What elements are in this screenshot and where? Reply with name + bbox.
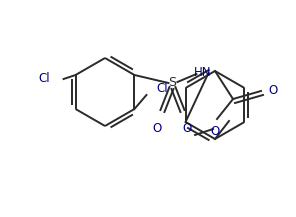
Text: O: O: [183, 122, 192, 135]
Text: O: O: [210, 125, 220, 138]
Text: O: O: [153, 122, 162, 135]
Text: O: O: [268, 84, 277, 97]
Text: Cl: Cl: [157, 82, 168, 95]
Text: HN: HN: [194, 66, 211, 79]
Text: S: S: [168, 77, 176, 89]
Text: Cl: Cl: [38, 72, 49, 85]
